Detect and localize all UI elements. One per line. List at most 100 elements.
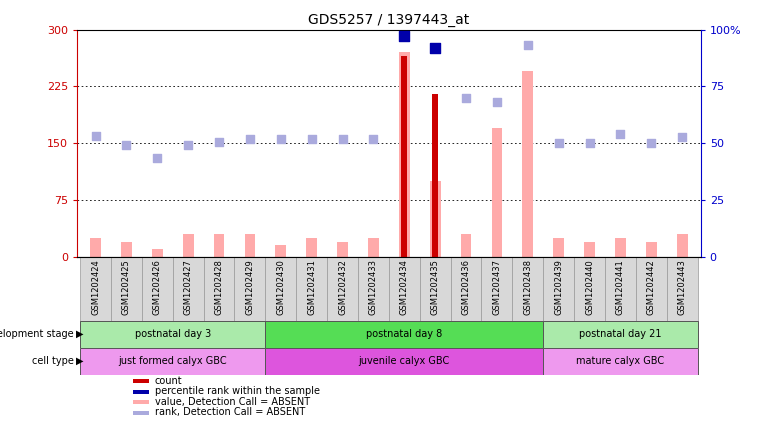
Text: just formed calyx GBC: just formed calyx GBC xyxy=(119,356,227,366)
Text: GSM1202443: GSM1202443 xyxy=(678,259,687,315)
Bar xyxy=(182,234,193,257)
Point xyxy=(676,134,688,140)
Bar xyxy=(358,257,389,321)
Text: ▶: ▶ xyxy=(76,329,84,339)
Bar xyxy=(605,257,636,321)
Point xyxy=(521,41,534,48)
Text: GSM1202435: GSM1202435 xyxy=(430,259,440,315)
Text: GSM1202437: GSM1202437 xyxy=(493,259,501,315)
Bar xyxy=(481,257,512,321)
Text: ▶: ▶ xyxy=(76,356,84,366)
Bar xyxy=(111,257,142,321)
Bar xyxy=(574,257,605,321)
Text: GSM1202430: GSM1202430 xyxy=(276,259,285,315)
Bar xyxy=(646,242,657,257)
Bar xyxy=(172,257,203,321)
Bar xyxy=(327,257,358,321)
Bar xyxy=(80,321,266,348)
Text: postnatal day 8: postnatal day 8 xyxy=(367,329,443,339)
Bar xyxy=(450,257,481,321)
Bar xyxy=(276,245,286,257)
Point xyxy=(553,140,565,147)
Bar xyxy=(133,400,149,404)
Bar xyxy=(389,257,420,321)
Text: GSM1202439: GSM1202439 xyxy=(554,259,563,315)
Title: GDS5257 / 1397443_at: GDS5257 / 1397443_at xyxy=(308,13,470,27)
Bar xyxy=(368,238,379,257)
Text: GSM1202427: GSM1202427 xyxy=(184,259,192,315)
Text: rank, Detection Call = ABSENT: rank, Detection Call = ABSENT xyxy=(155,407,305,418)
Text: value, Detection Call = ABSENT: value, Detection Call = ABSENT xyxy=(155,397,310,407)
Text: GSM1202425: GSM1202425 xyxy=(122,259,131,315)
Text: count: count xyxy=(155,376,182,386)
Bar xyxy=(522,71,533,257)
Bar xyxy=(677,234,688,257)
Text: juvenile calyx GBC: juvenile calyx GBC xyxy=(359,356,450,366)
Bar xyxy=(667,257,698,321)
Bar xyxy=(460,234,471,257)
Point xyxy=(336,136,349,143)
Text: GSM1202436: GSM1202436 xyxy=(461,259,470,315)
Text: development stage: development stage xyxy=(0,329,74,339)
Bar xyxy=(401,56,407,257)
Point xyxy=(584,140,596,147)
Point xyxy=(151,155,163,162)
Bar xyxy=(543,348,698,375)
Point xyxy=(213,138,225,145)
Point xyxy=(429,44,441,51)
Bar xyxy=(512,257,543,321)
Text: GSM1202424: GSM1202424 xyxy=(91,259,100,315)
Bar xyxy=(121,242,132,257)
Bar xyxy=(491,128,502,257)
Text: GSM1202426: GSM1202426 xyxy=(152,259,162,315)
Text: GSM1202432: GSM1202432 xyxy=(338,259,347,315)
Text: GSM1202442: GSM1202442 xyxy=(647,259,656,315)
Text: GSM1202431: GSM1202431 xyxy=(307,259,316,315)
Bar xyxy=(266,348,543,375)
Point xyxy=(89,132,102,139)
Bar xyxy=(543,257,574,321)
Text: postnatal day 3: postnatal day 3 xyxy=(135,329,211,339)
Bar xyxy=(399,52,410,257)
Bar xyxy=(584,242,595,257)
Text: cell type: cell type xyxy=(32,356,74,366)
Point xyxy=(490,98,503,105)
Text: GSM1202428: GSM1202428 xyxy=(215,259,223,315)
Bar xyxy=(152,249,162,257)
Point xyxy=(645,140,658,147)
Text: percentile rank within the sample: percentile rank within the sample xyxy=(155,386,320,396)
Bar xyxy=(543,321,698,348)
Text: GSM1202433: GSM1202433 xyxy=(369,259,378,315)
Bar xyxy=(430,181,440,257)
Bar xyxy=(80,348,266,375)
Bar xyxy=(213,234,224,257)
Bar xyxy=(133,390,149,394)
Bar xyxy=(420,257,450,321)
Text: mature calyx GBC: mature calyx GBC xyxy=(577,356,665,366)
Text: postnatal day 21: postnatal day 21 xyxy=(579,329,661,339)
Point xyxy=(182,141,194,148)
Point xyxy=(244,136,256,143)
Bar xyxy=(245,234,256,257)
Text: GSM1202441: GSM1202441 xyxy=(616,259,625,315)
Bar xyxy=(615,238,626,257)
Bar xyxy=(266,257,296,321)
Point xyxy=(398,33,410,40)
Bar xyxy=(235,257,266,321)
Text: GSM1202429: GSM1202429 xyxy=(246,259,254,315)
Bar xyxy=(432,94,438,257)
Bar xyxy=(142,257,172,321)
Bar xyxy=(306,238,317,257)
Bar xyxy=(636,257,667,321)
Text: GSM1202440: GSM1202440 xyxy=(585,259,594,315)
Point xyxy=(614,131,627,137)
Text: GSM1202438: GSM1202438 xyxy=(524,259,532,315)
Bar xyxy=(266,321,543,348)
Point xyxy=(460,94,472,101)
Bar xyxy=(90,238,101,257)
Text: GSM1202434: GSM1202434 xyxy=(400,259,409,315)
Bar xyxy=(133,411,149,415)
Bar xyxy=(133,379,149,383)
Point xyxy=(120,141,132,148)
Point xyxy=(306,136,318,143)
